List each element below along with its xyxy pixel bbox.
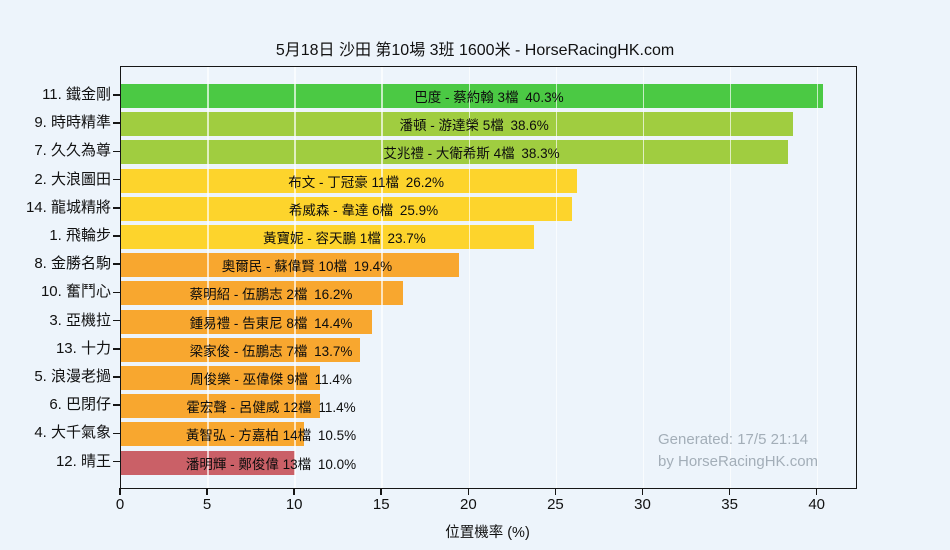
- gridline-30: [642, 67, 645, 488]
- gridline-40: [816, 67, 819, 488]
- y-tick-mark: [113, 460, 120, 463]
- y-tick-mark: [113, 376, 120, 378]
- bar-8. 金勝名駒: [121, 253, 459, 278]
- y-tick-mark: [113, 263, 120, 265]
- bar-10. 奮鬥心: [121, 281, 404, 306]
- x-tick-label: 25: [547, 496, 564, 513]
- watermark-generated-line: Generated: 17/5 21:14: [658, 431, 809, 448]
- bar-13. 十力: [121, 337, 360, 362]
- y-tick-label: 13. 十力: [55, 339, 111, 357]
- bar-5. 浪漫老撾: [121, 366, 320, 390]
- bar-11. 鐵金剛: [121, 84, 823, 108]
- y-tick-label: 14. 龍城精將: [25, 198, 111, 216]
- bar-4. 大千氣象: [121, 422, 304, 447]
- gridline-15: [381, 67, 384, 488]
- x-tick-mark: [728, 488, 731, 495]
- x-tick-label: 10: [285, 496, 303, 513]
- y-tick-label: 12. 晴王: [55, 452, 111, 470]
- x-tick-label: 40: [808, 496, 826, 513]
- bar-9. 時時精準: [121, 112, 794, 137]
- x-tick-label: 30: [634, 496, 651, 513]
- y-tick-label: 3. 亞機拉: [49, 311, 111, 329]
- gridline-35: [729, 67, 732, 488]
- x-tick-mark: [641, 488, 644, 495]
- y-tick-mark: [113, 291, 120, 294]
- y-tick-label: 11. 鐵金剛: [42, 86, 111, 103]
- y-tick-mark: [113, 404, 120, 406]
- bar-6. 巴閉仔: [121, 394, 320, 419]
- watermark-site-line: by HorseRacingHK.com: [658, 453, 819, 470]
- x-tick-label: 20: [459, 496, 477, 513]
- y-tick-mark: [113, 122, 120, 124]
- x-tick-mark: [380, 488, 383, 495]
- y-tick-label: 10. 奮鬥心: [40, 283, 111, 301]
- y-tick-label: 2. 大浪圖田: [34, 170, 111, 188]
- y-tick-label: 9. 時時精準: [34, 114, 111, 132]
- bar-1. 飛輪步: [121, 225, 534, 249]
- y-tick-label: 1. 飛輪步: [49, 227, 111, 244]
- x-tick-mark: [554, 488, 557, 495]
- y-tick-label: 4. 大千氣象: [34, 424, 111, 442]
- gridline-5: [207, 67, 209, 488]
- chart-title: 5月18日 沙田 第10場 3班 1600米 - HorseRacingHK.c…: [275, 42, 675, 59]
- x-tick-label: 15: [372, 496, 390, 513]
- x-tick-mark: [815, 488, 818, 495]
- bar-3. 亞機拉: [121, 309, 372, 334]
- y-tick-mark: [113, 319, 120, 322]
- x-tick-label: 0: [115, 496, 125, 513]
- x-tick-mark: [119, 488, 121, 495]
- x-tick-mark: [293, 488, 295, 495]
- y-tick-mark: [113, 94, 120, 96]
- x-tick-label: 35: [721, 496, 738, 513]
- x-tick-mark: [206, 488, 208, 495]
- y-tick-mark: [113, 432, 120, 435]
- bar-2. 大浪圖田: [121, 168, 578, 193]
- gridline-25: [555, 67, 558, 488]
- bar-7. 久久為尊: [121, 140, 789, 165]
- x-tick-label: 5: [202, 496, 212, 513]
- y-tick-mark: [113, 207, 120, 209]
- y-tick-label: 6. 巴閉仔: [49, 396, 111, 414]
- y-tick-label: 7. 久久為尊: [34, 142, 111, 160]
- x-tick-mark: [467, 488, 470, 495]
- x-axis-title: 位置機率 (%): [445, 525, 530, 541]
- y-tick-label: 8. 金勝名駒: [34, 255, 111, 273]
- gridline-10: [294, 67, 296, 488]
- plot-area: 巴度 - 蔡約翰 3檔 40.3% 潘頓 - 游達榮 5檔 38.6% 艾兆禮 - …: [120, 66, 857, 489]
- y-tick-mark: [113, 150, 120, 153]
- y-tick-mark: [113, 235, 120, 237]
- bar-14. 龍城精將: [121, 196, 573, 221]
- y-tick-mark: [113, 178, 120, 181]
- gridline-20: [468, 67, 471, 488]
- watermark: Generated: 17/5 21:14 by HorseRacingHK.c…: [658, 429, 818, 473]
- y-tick-mark: [113, 348, 120, 350]
- y-tick-label: 5. 浪漫老撾: [34, 368, 111, 385]
